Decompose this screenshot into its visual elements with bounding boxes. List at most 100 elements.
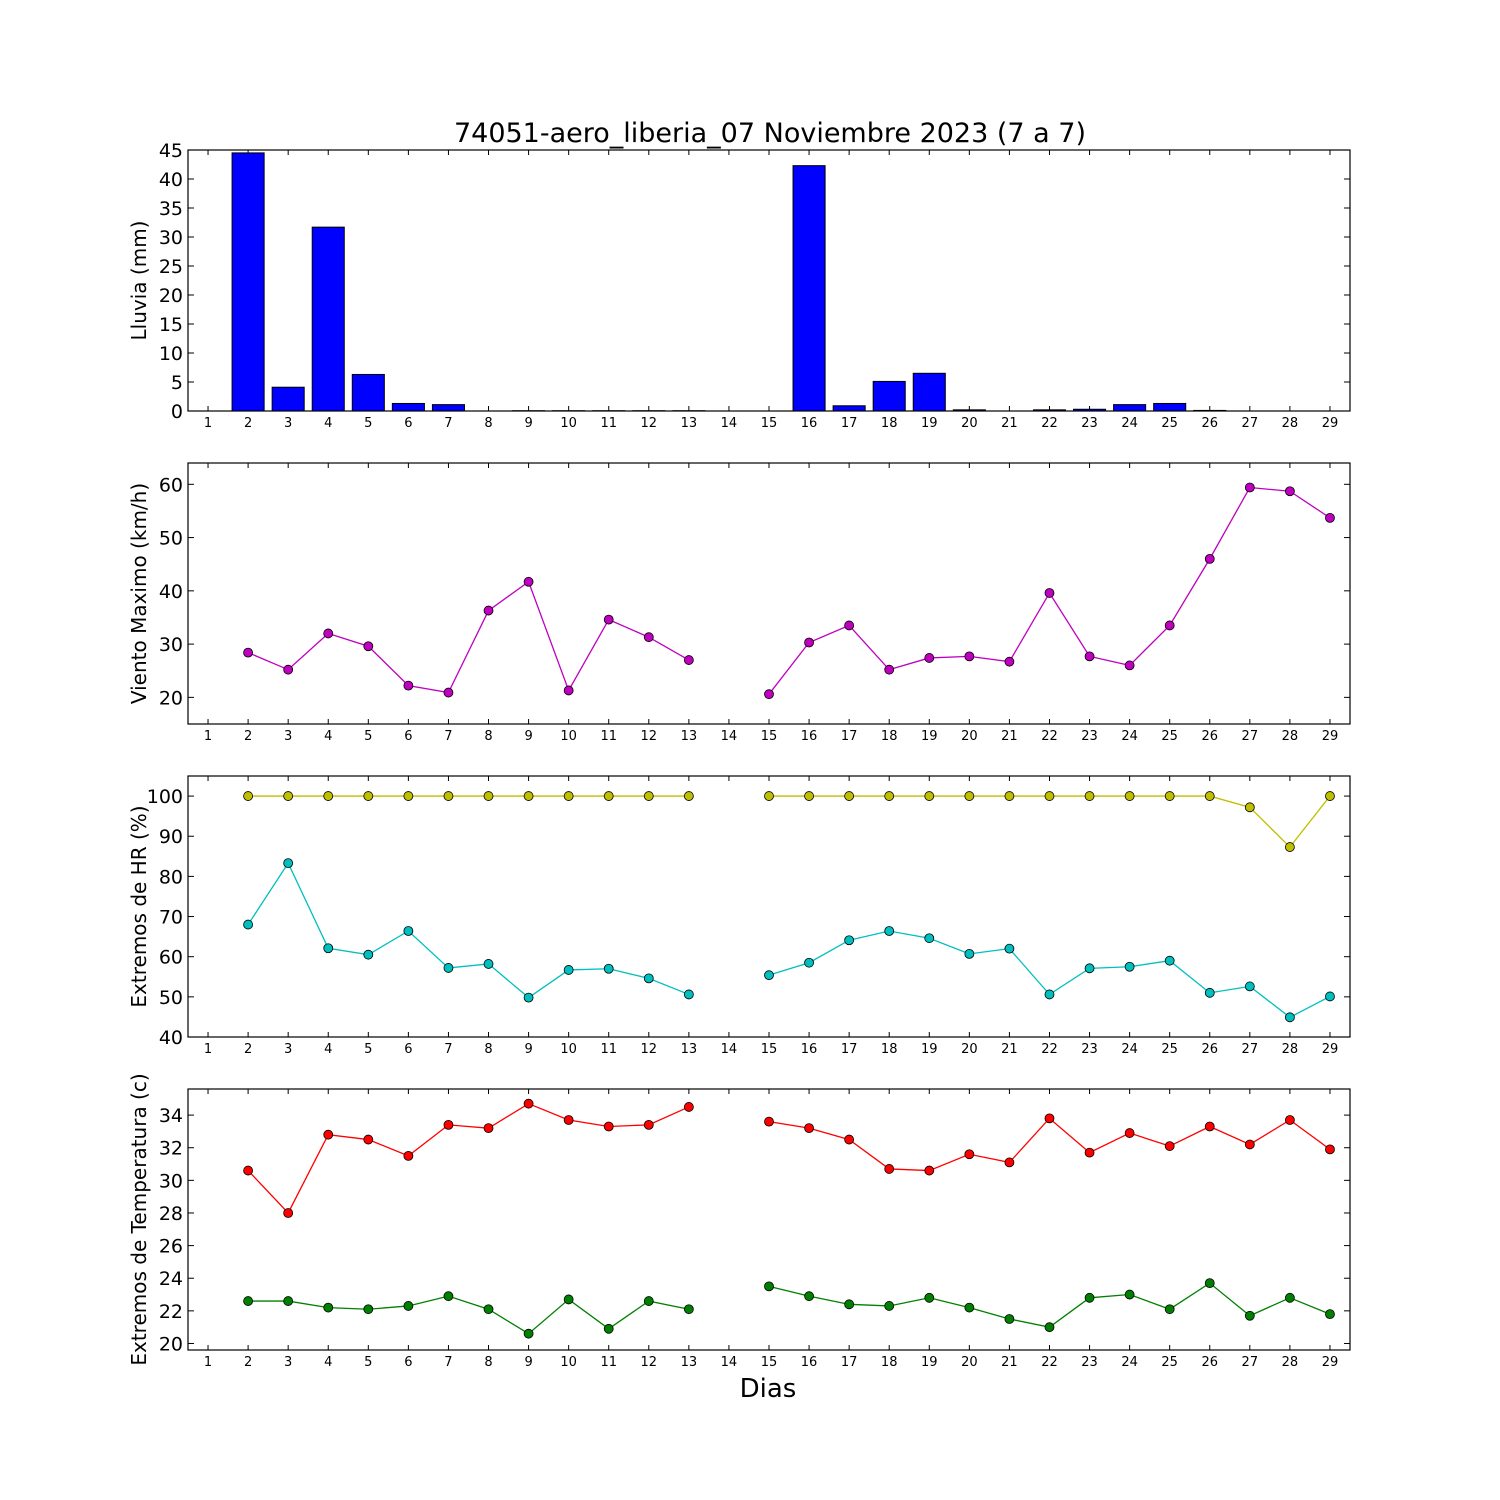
data-point	[1164, 620, 1175, 631]
x-tick-label: 16	[801, 1355, 818, 1370]
bar	[311, 226, 345, 412]
data-point	[1325, 1144, 1335, 1155]
data-point	[1124, 791, 1135, 801]
data-point	[1284, 486, 1295, 497]
x-tick-label: 18	[881, 416, 898, 431]
x-tick-label: 21	[1001, 416, 1018, 431]
data-point	[1044, 989, 1055, 1000]
data-point	[884, 1301, 895, 1311]
data-point	[363, 1304, 374, 1315]
x-tick-label: 2	[244, 1355, 252, 1370]
data-point	[804, 1123, 814, 1134]
data-point	[844, 935, 855, 946]
y-tick-label: 26	[159, 1236, 183, 1258]
x-tick-label: 14	[721, 416, 738, 431]
bar	[271, 386, 305, 412]
data-point	[844, 791, 855, 801]
x-tick-label: 14	[721, 1355, 738, 1370]
data-point	[1124, 1289, 1135, 1300]
data-point	[483, 605, 494, 616]
y-tick-label: 20	[159, 687, 183, 709]
x-tick-label: 2	[244, 729, 252, 744]
x-tick-label: 28	[1282, 1355, 1299, 1370]
data-point	[323, 1302, 334, 1313]
data-point	[964, 651, 975, 662]
bar	[431, 404, 465, 412]
y-tick-label: 30	[159, 227, 183, 249]
y-axis-label: Extremos de Temperatura (c)	[127, 1073, 151, 1365]
data-point	[563, 791, 574, 801]
data-point	[443, 791, 454, 801]
data-point	[1084, 1292, 1095, 1303]
data-point	[323, 943, 334, 954]
data-point	[643, 1296, 654, 1306]
data-point	[563, 685, 574, 696]
panels: 1 2 3 4 5 6 7 8 9 10 11 12 13 14 15 16 17 18 19 20 21 22 23 24 2…	[127, 140, 1351, 1370]
x-tick-label: 3	[284, 416, 292, 431]
y-tick-label: 10	[159, 343, 183, 365]
data-point	[924, 791, 935, 801]
data-point	[523, 791, 534, 801]
data-point	[1004, 1157, 1015, 1168]
data-point	[443, 1119, 454, 1130]
data-point	[844, 1134, 855, 1145]
data-point	[1325, 512, 1335, 523]
data-point	[523, 1328, 534, 1339]
y-tick-label: 34	[159, 1105, 183, 1127]
x-tick-label: 6	[404, 1355, 412, 1370]
data-point	[764, 1116, 774, 1127]
data-point	[563, 965, 574, 975]
y-tick-label: 40	[159, 1027, 183, 1049]
x-tick-label: 9	[524, 416, 532, 431]
data-point	[884, 664, 895, 675]
x-tick-label: 1	[204, 1042, 212, 1057]
x-tick-label: 2	[244, 416, 252, 431]
x-tick-label: 20	[961, 729, 978, 744]
bar	[391, 402, 425, 412]
bar	[351, 373, 385, 412]
data-point	[804, 957, 814, 968]
data-point	[363, 1134, 374, 1145]
x-tick-label: 28	[1282, 729, 1299, 744]
x-tick-label: 4	[324, 1355, 332, 1370]
data-point	[1204, 1121, 1215, 1132]
bar	[1113, 404, 1147, 412]
x-tick-label: 4	[324, 1042, 332, 1057]
x-tick-label: 1	[204, 729, 212, 744]
data-point	[1004, 943, 1015, 954]
x-tick-label: 19	[921, 416, 938, 431]
x-tick-label: 3	[284, 729, 292, 744]
y-tick-label: 50	[159, 528, 183, 550]
data-point	[443, 963, 454, 973]
x-tick-label: 29	[1322, 1355, 1339, 1370]
bar	[912, 372, 946, 412]
x-tick-label: 5	[364, 416, 372, 431]
data-point	[243, 791, 254, 801]
panel-4: 1 2 3 4 5 6 7 8 9 10 11 12 13 14 15 16 17 18 19 20 21 22 23 24 2…	[127, 1073, 1351, 1370]
y-tick-label: 20	[159, 285, 183, 307]
data-point	[764, 791, 774, 801]
series-line	[768, 930, 1331, 1019]
data-point	[924, 653, 935, 663]
x-tick-label: 21	[1001, 1042, 1018, 1057]
data-point	[403, 680, 414, 691]
x-tick-label: 18	[881, 729, 898, 744]
y-tick-label: 28	[159, 1203, 183, 1225]
data-point	[1284, 842, 1295, 852]
x-tick-label: 8	[484, 1042, 492, 1057]
data-point	[243, 1165, 254, 1176]
x-tick-label: 5	[364, 1042, 372, 1057]
data-point	[764, 689, 774, 700]
x-tick-label: 1	[204, 416, 212, 431]
y-tick-label: 40	[159, 169, 183, 191]
y-tick-label: 90	[159, 826, 183, 848]
x-tick-label: 9	[524, 1355, 532, 1370]
data-point	[964, 1149, 975, 1160]
data-point	[1244, 802, 1255, 813]
data-point	[603, 1323, 614, 1334]
data-point	[283, 1208, 294, 1218]
data-point	[683, 791, 694, 801]
x-tick-label: 22	[1041, 729, 1058, 744]
data-point	[643, 791, 654, 801]
axes-frame	[187, 149, 1351, 412]
